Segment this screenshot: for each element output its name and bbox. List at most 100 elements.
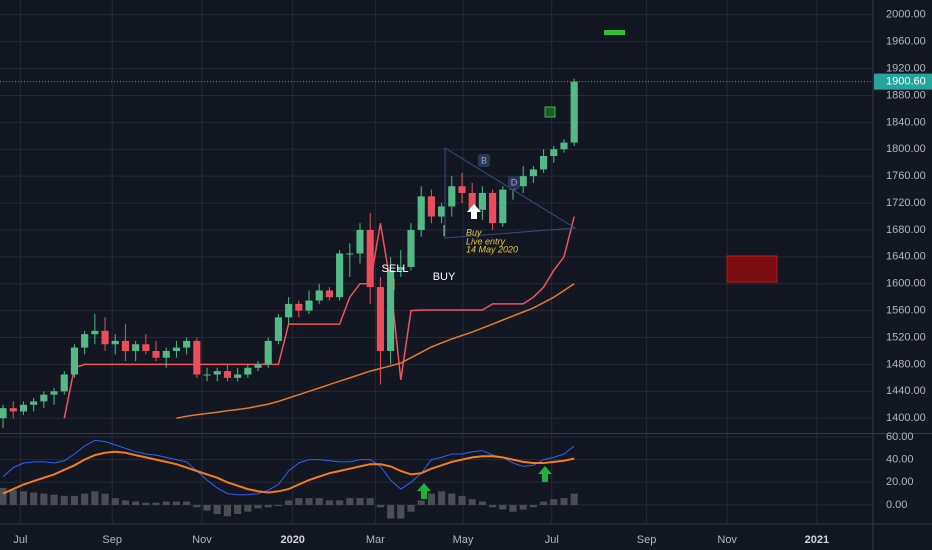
histogram-bar [121,500,130,505]
candle-body [336,253,344,298]
histogram-bar [509,504,517,512]
entry-square [544,106,556,118]
histogram-bar [223,504,231,517]
histogram-bar [550,499,558,505]
histogram-bar [30,492,38,505]
x-tick-label: Sep [637,534,657,546]
y-tick-label: 1720.00 [886,197,926,209]
histogram-bar [305,498,313,505]
histogram-bar [60,495,68,505]
histogram-bar [407,504,415,512]
histogram-bar [529,504,537,508]
candle-body [478,192,486,210]
indicator-line [2,450,575,495]
sell-label: SELL [382,263,409,275]
histogram-bar [162,501,170,505]
candle-body [560,142,568,150]
candle-body [142,344,150,351]
candle-body [70,347,79,375]
candle-body [295,303,303,311]
x-tick-label: Nov [717,534,737,546]
candle-body [9,408,17,412]
histogram-bar [9,490,17,505]
histogram-bar [448,493,456,505]
candle-body [315,290,323,301]
histogram-bar [40,493,48,505]
y-tick-label: 0.00 [886,499,907,511]
indicator-pane [0,434,873,524]
overlay-line [63,216,575,419]
candle-body [101,330,109,345]
histogram-bar [152,502,160,505]
histogram-bar [325,500,333,505]
x-tick-label: Jul [13,534,27,546]
y-tick-label: 1480.00 [886,358,926,370]
y-tick-label: 1520.00 [886,331,926,343]
candle-body [356,229,364,254]
note: 14 May 2020 [466,244,518,254]
candle-body [183,340,191,348]
y-tick-label: 1840.00 [886,116,926,128]
y-tick-label: 40.00 [886,454,914,466]
candle-body [111,340,119,345]
histogram-bar [397,504,405,519]
price-pane [0,0,873,433]
histogram-bar [183,501,191,505]
candle-body [325,290,333,298]
signal-arrow [538,466,552,482]
histogram-bar [499,504,507,510]
histogram-bar [376,504,384,508]
axes: Jul Sep Nov 2020 Mar May Jul Sep Nov 2021 1400.00 1… [13,9,932,546]
histogram-bar [19,491,28,505]
y-tick-label: 1400.00 [886,412,926,424]
histogram-bar [489,504,497,508]
x-tick-label: May [453,534,474,546]
histogram-bar [50,494,58,505]
candle-body [305,300,313,311]
candle-body [438,206,446,217]
candle-body [132,344,140,351]
histogram-bar [132,501,140,505]
point-badge [508,176,520,189]
histogram-bar [438,491,446,505]
candle-body [213,371,221,375]
histogram-bar [336,500,344,505]
candle-body [203,374,211,376]
candle-body [346,253,354,255]
candle-body [550,149,558,156]
histogram-bar [203,504,211,511]
histogram-bar [274,504,282,507]
candle-body [0,408,7,419]
zone-box [726,255,778,283]
last-price-box [874,73,932,90]
histogram-bar [285,500,293,505]
histogram-bar [264,504,272,508]
histogram-bar [468,499,476,505]
candle-body [468,192,476,210]
x-tick-label: Nov [192,534,212,546]
candle-body [417,196,425,230]
candle-body [50,391,58,395]
histogram-bar [142,502,150,505]
candle-body [397,266,405,271]
y-tick-label: 1560.00 [886,305,926,317]
candle-body [254,364,262,368]
candle-body [19,404,28,412]
histogram-bar [111,498,119,505]
histogram-bar [101,493,109,505]
last-price-label: 1900.60 [886,76,926,88]
y-tick-label: 1960.00 [886,36,926,48]
candle-body [540,155,548,170]
histogram-bar [417,500,425,505]
candle-body [407,229,415,267]
y-tick-label: 1920.00 [886,62,926,74]
histogram-bar [70,495,79,505]
candle-body [121,340,130,351]
x-tick-label: Sep [102,534,122,546]
candle-body [427,196,435,217]
buy-label: BUY [433,271,456,283]
candle-body [519,176,527,187]
histogram-bar [81,493,89,505]
y-tick-label: 1440.00 [886,385,926,397]
candle-body [499,189,507,224]
